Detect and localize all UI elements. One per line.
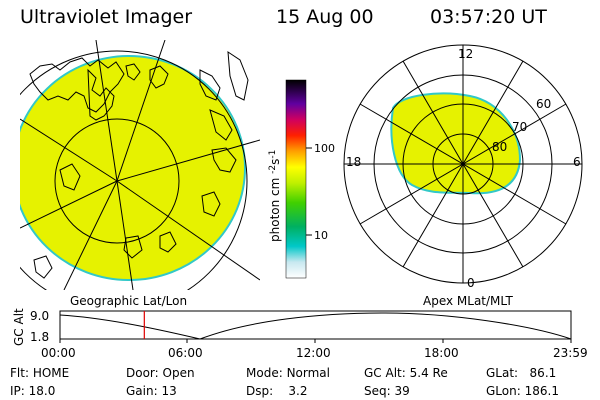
colorbar — [285, 79, 307, 279]
orbit-xtick: 23:59 — [553, 346, 588, 360]
gain-status: Gain: 13 — [126, 384, 177, 398]
seq-status: Seq: 39 — [364, 384, 410, 398]
mlt-label-6: 6 — [573, 155, 581, 169]
mode-value: Normal — [286, 366, 330, 380]
seq-value: 39 — [394, 384, 410, 398]
door-value: Open — [162, 366, 195, 380]
mlat-label-60: 60 — [536, 97, 552, 111]
dsp-status: Dsp: 3.2 — [246, 384, 308, 398]
orbit-ylabel: GC Alt — [12, 308, 26, 346]
coastlines — [29, 51, 249, 279]
ip-status: IP: 18.0 — [10, 384, 56, 398]
orbit-xtick: 18:00 — [424, 346, 459, 360]
orbit-ytick-top: 9.0 — [30, 309, 50, 323]
mlt-label-0: 0 — [467, 276, 475, 290]
geo-map — [20, 40, 260, 290]
instrument-title: Ultraviolet Imager — [20, 6, 193, 28]
flt-value: HOME — [32, 366, 70, 380]
colorbar-ticks — [306, 147, 312, 236]
orbit-xtick: 06:00 — [168, 346, 203, 360]
time-label: 03:57:20 UT — [430, 6, 547, 28]
geo-lat-circles — [20, 50, 248, 290]
orbit-plot — [59, 310, 572, 343]
mag-polar-plot — [343, 44, 583, 284]
dsp-value: 3.2 — [288, 384, 308, 398]
colorbar-tick-10: 10 — [314, 229, 328, 242]
glon-value: 186.1 — [524, 384, 559, 398]
glon-status: GLon: 186.1 — [486, 384, 559, 398]
colorbar-unit-label: photon cm -2s-1 — [268, 149, 282, 242]
geo-meridians — [20, 40, 260, 290]
mode-status: Mode: Normal — [246, 366, 330, 380]
orbit-ytick-bottom: 1.8 — [30, 330, 50, 344]
flt-status: Flt: HOME — [10, 366, 70, 380]
mlt-label-18: 18 — [346, 155, 362, 169]
date-label: 15 Aug 00 — [276, 6, 374, 28]
orbit-ticks — [59, 339, 572, 343]
mlt-label-12: 12 — [458, 47, 474, 61]
gain-value: 13 — [161, 384, 177, 398]
mag-mlt-lines — [344, 45, 582, 283]
gcalt-status: GC Alt: 5.4 Re — [364, 366, 448, 380]
orbit-xtick: 12:00 — [296, 346, 331, 360]
door-status: Door: Open — [126, 366, 195, 380]
altitude-curve — [59, 312, 572, 340]
orbit-xtick: 00:00 — [41, 346, 76, 360]
mlat-label-80: 80 — [492, 140, 508, 154]
colorbar-tick-100: 100 — [314, 142, 335, 155]
ip-value: 18.0 — [28, 384, 56, 398]
mlat-label-70: 70 — [512, 120, 528, 134]
geo-aurora-fill — [20, 55, 246, 281]
glat-value: 86.1 — [529, 366, 557, 380]
glat-status: GLat: 86.1 — [486, 366, 557, 380]
gcalt-value: 5.4 Re — [409, 366, 448, 380]
geo-panel-label: Geographic Lat/Lon — [70, 294, 188, 308]
mag-panel-label: Apex MLat/MLT — [423, 294, 513, 308]
